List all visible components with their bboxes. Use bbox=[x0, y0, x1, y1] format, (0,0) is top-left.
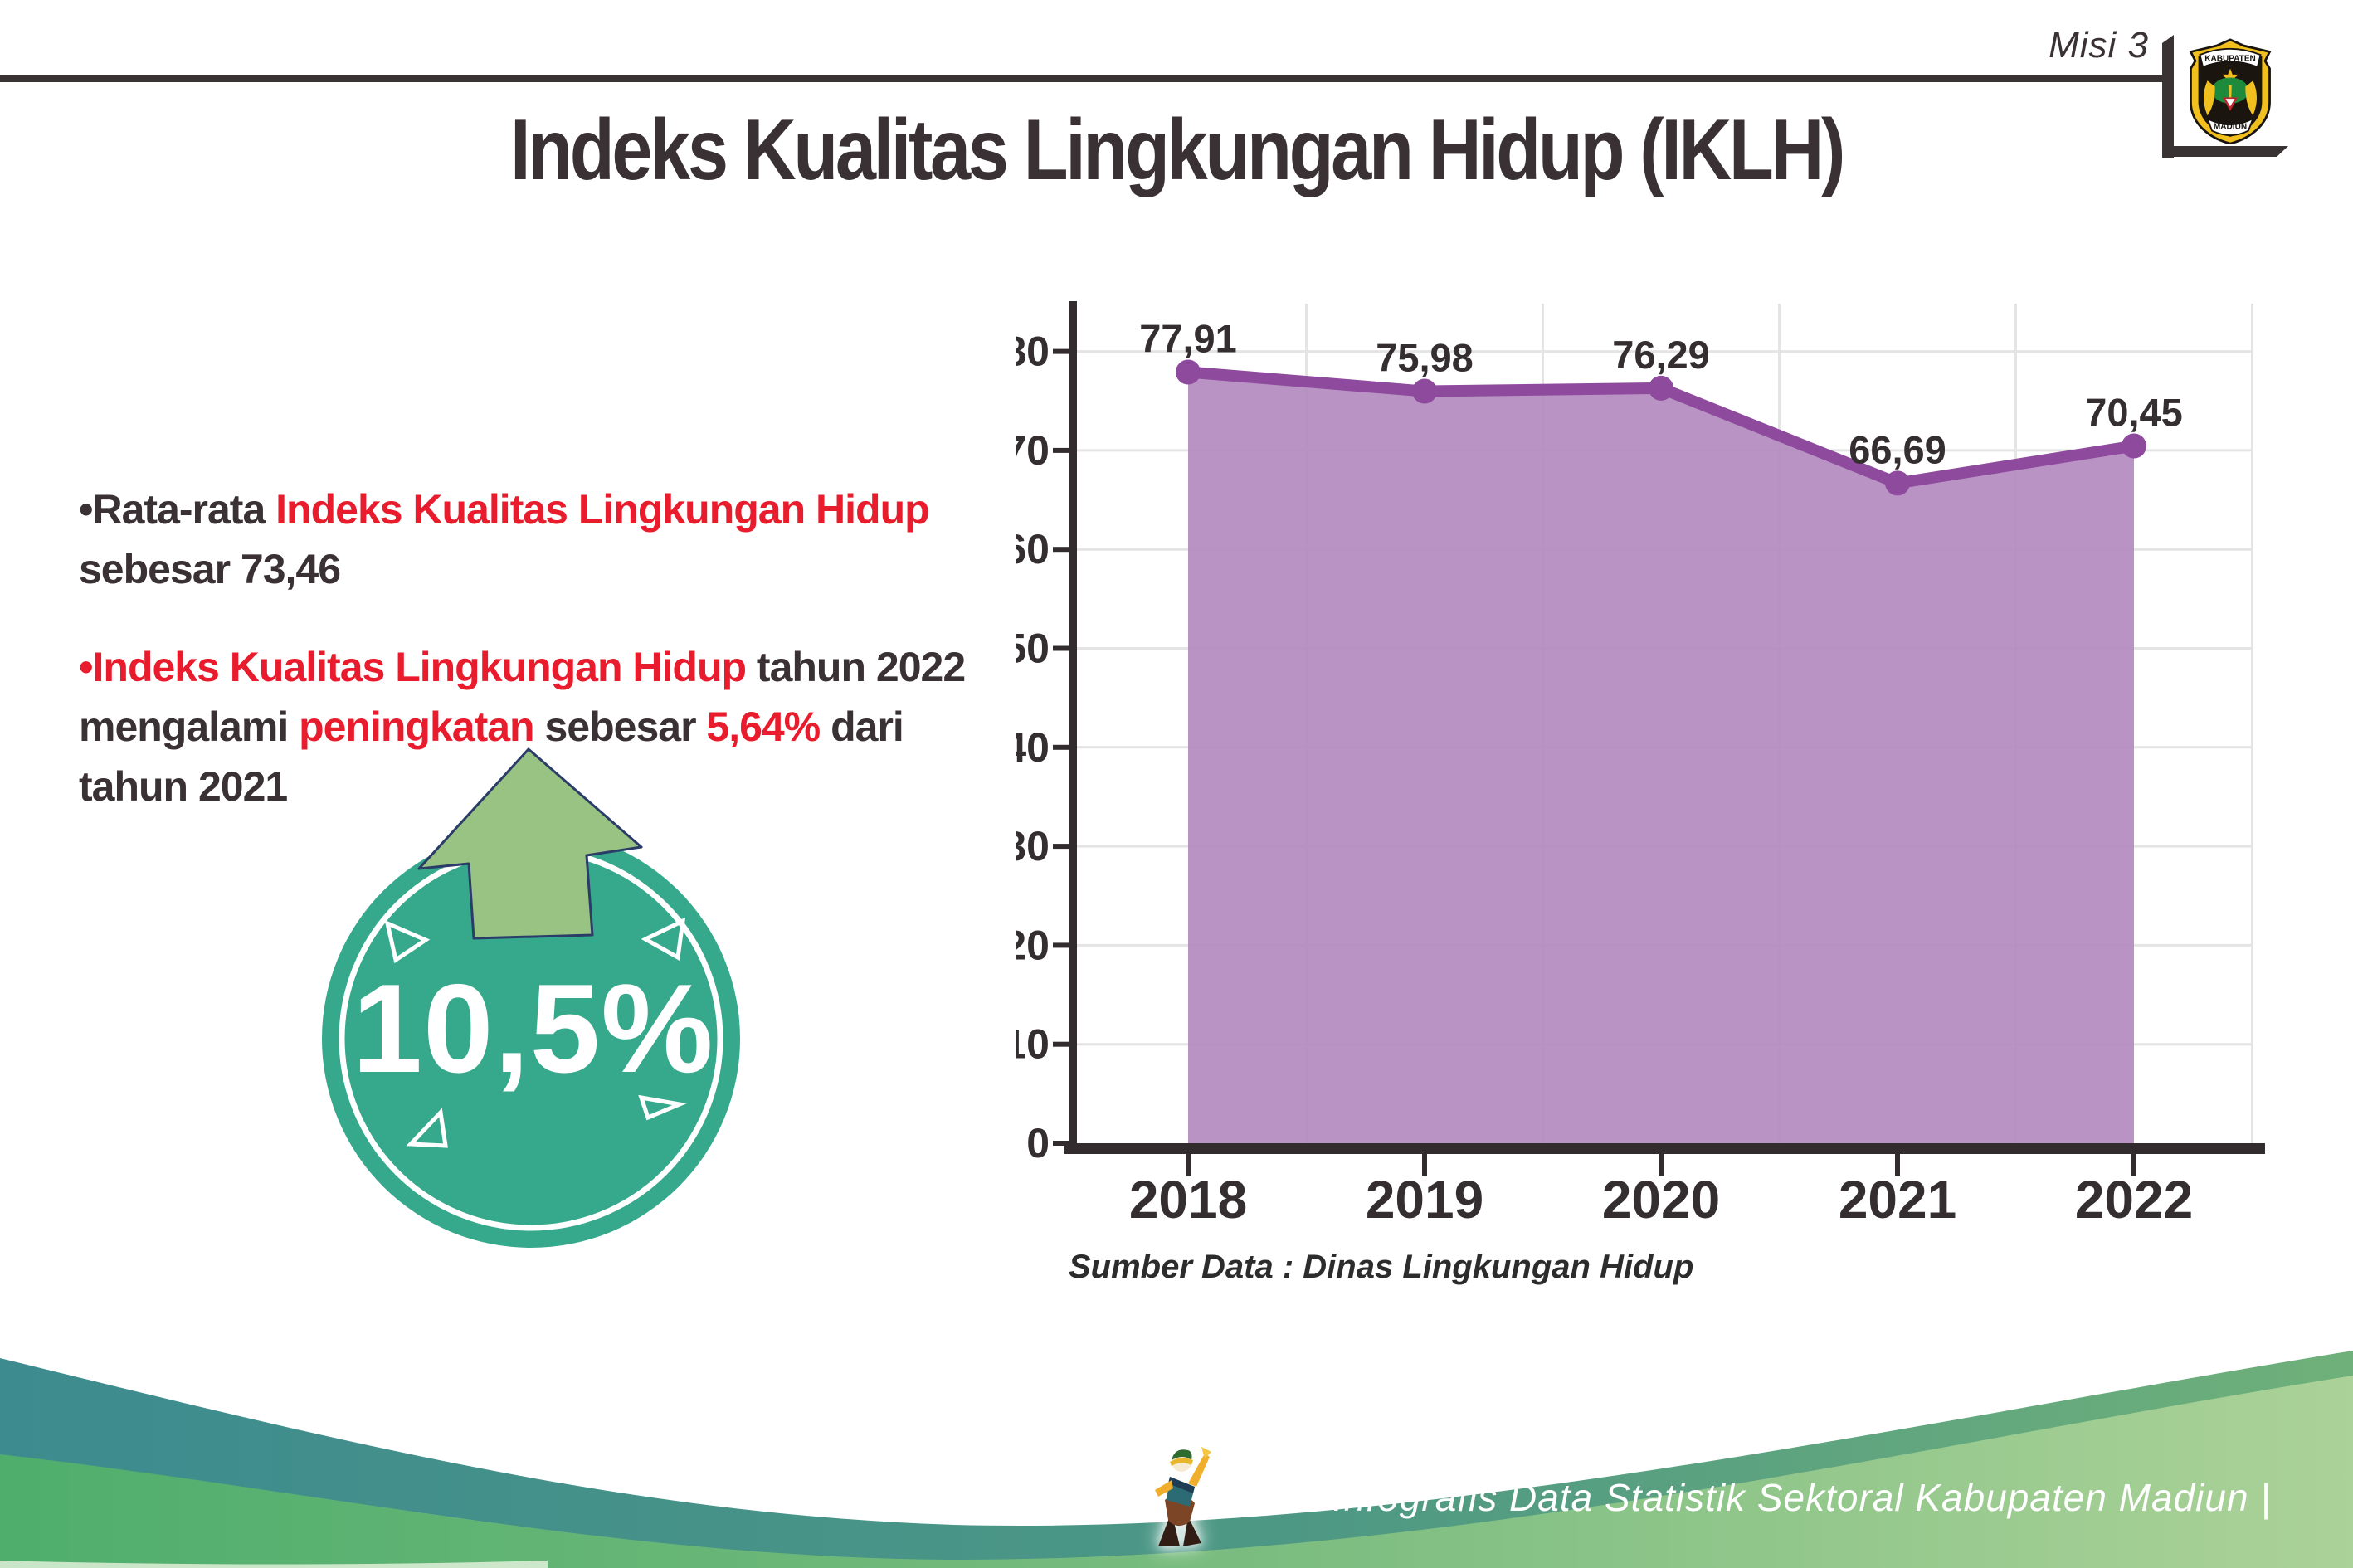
y-tick-label: 0 bbox=[1026, 1120, 1050, 1166]
x-tick-label: 2020 bbox=[1602, 1170, 1720, 1230]
x-tick bbox=[1422, 1154, 1427, 1176]
logo-frame-vertical bbox=[2162, 35, 2174, 158]
mascot-dancer-icon bbox=[1155, 1447, 1211, 1546]
footer-caption: Media Infografis Data Statistik Sektoral… bbox=[1213, 1476, 2272, 1519]
y-tick bbox=[1053, 645, 1069, 651]
footer-wave bbox=[0, 1351, 2353, 1568]
y-tick bbox=[1053, 942, 1069, 948]
logo-right-wing-icon bbox=[2245, 80, 2257, 116]
data-label: 70,45 bbox=[2085, 391, 2183, 435]
data-label: 66,69 bbox=[1849, 427, 1946, 471]
area-fill bbox=[1188, 372, 2134, 1143]
badge-triangle-icon bbox=[384, 919, 431, 964]
header-rule bbox=[0, 75, 2167, 82]
data-point bbox=[1649, 375, 1673, 401]
y-tick-label: 30 bbox=[1016, 823, 1050, 869]
x-tick bbox=[2131, 1154, 2136, 1176]
y-tick-label: 80 bbox=[1016, 329, 1050, 375]
bullet-increase-2022: •Indeks Kualitas Lingkungan Hidup tahun … bbox=[79, 637, 1021, 816]
x-tick-label: 2021 bbox=[1839, 1170, 1956, 1230]
badge-triangle-icon bbox=[641, 917, 686, 961]
text-segment: Indeks Kualitas Lingkungan Hidup bbox=[92, 644, 748, 690]
page-title: Indeks Kualitas Lingkungan Hidup (IKLH) bbox=[510, 102, 1845, 198]
text-segment: tahun 2022 mengalami bbox=[79, 644, 966, 750]
data-point bbox=[2122, 433, 2146, 459]
badge-percentage: 10,5% bbox=[352, 958, 714, 1099]
logo-top-banner bbox=[2199, 47, 2262, 68]
bullet-average-iklh: •Rata-rata Indeks Kualitas Lingkungan Hi… bbox=[79, 480, 987, 599]
badge-triangle-icon bbox=[638, 1094, 687, 1121]
text-segment: sebesar 73,46 bbox=[79, 546, 341, 592]
y-tick bbox=[1053, 547, 1069, 553]
kabupaten-madiun-logo: KABUPATEN MADIUN bbox=[2189, 38, 2272, 144]
iklh-chart: 0 10 20 30 40 50 60 70 80 2018 77,91 2019 75,98 2020 7… bbox=[1016, 301, 2265, 1230]
data-point bbox=[1176, 359, 1201, 385]
x-tick-label: 2022 bbox=[2075, 1170, 2193, 1230]
y-tick-label: 40 bbox=[1016, 724, 1050, 771]
logo-bottom-text: MADIUN bbox=[2214, 123, 2247, 132]
text-segment: peningkatan bbox=[299, 704, 534, 750]
text-segment: Indeks Kualitas Lingkungan Hidup bbox=[275, 486, 930, 533]
y-tick bbox=[1053, 447, 1069, 453]
footer-wave-dark bbox=[0, 1351, 2353, 1561]
text-segment: sebesar bbox=[533, 704, 707, 750]
footer-wave-sliver bbox=[0, 1561, 548, 1568]
logo-frame-horizontal bbox=[2162, 146, 2288, 157]
y-tick-label: 50 bbox=[1016, 626, 1050, 672]
footer-wave-light bbox=[0, 1376, 2353, 1568]
text-segment: •Rata-rata bbox=[79, 486, 276, 533]
logo-bottom-banner bbox=[2205, 116, 2255, 136]
y-tick-label: 20 bbox=[1016, 922, 1050, 968]
text-segment: dari tahun 2021 bbox=[79, 704, 904, 810]
x-axis bbox=[1064, 1143, 2265, 1154]
data-point bbox=[1412, 378, 1437, 404]
y-tick-label: 70 bbox=[1016, 427, 1050, 474]
text-segment: • bbox=[79, 644, 93, 690]
misi-label: Misi 3 bbox=[2049, 25, 2149, 66]
y-tick bbox=[1053, 1141, 1069, 1146]
logo-center-shield-white bbox=[2225, 99, 2235, 107]
chart-source-note: Sumber Data : Dinas Lingkungan Hidup bbox=[1069, 1249, 1694, 1285]
data-label: 76,29 bbox=[1612, 333, 1710, 377]
x-tick-label: 2019 bbox=[1366, 1170, 1483, 1230]
y-tick-label: 60 bbox=[1016, 526, 1050, 572]
data-point bbox=[1885, 470, 1910, 496]
y-tick bbox=[1053, 1041, 1069, 1047]
data-label: 77,91 bbox=[1139, 317, 1237, 361]
x-tick bbox=[1186, 1154, 1191, 1176]
x-tick bbox=[1895, 1154, 1900, 1176]
text-segment: 5,64% bbox=[706, 704, 821, 750]
y-tick bbox=[1053, 744, 1069, 750]
y-axis bbox=[1069, 301, 1077, 1154]
increase-badge bbox=[322, 747, 740, 1248]
arrow-up-icon bbox=[417, 747, 643, 940]
x-tick bbox=[1659, 1154, 1664, 1176]
x-tick-label: 2018 bbox=[1129, 1170, 1247, 1230]
data-label: 75,98 bbox=[1376, 336, 1474, 380]
y-tick bbox=[1053, 348, 1069, 354]
logo-left-wing-icon bbox=[2204, 80, 2215, 116]
y-tick-label: 10 bbox=[1016, 1021, 1050, 1068]
logo-top-text: KABUPATEN bbox=[2204, 54, 2256, 63]
y-tick bbox=[1053, 844, 1069, 850]
badge-triangle-icon bbox=[406, 1108, 448, 1148]
